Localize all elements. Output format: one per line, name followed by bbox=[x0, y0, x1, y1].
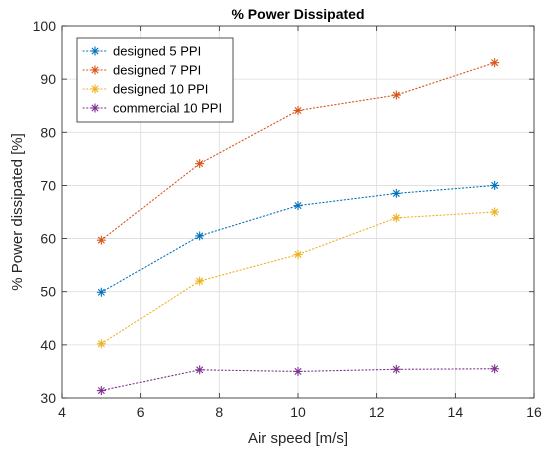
data-point bbox=[195, 159, 205, 169]
x-tick-label: 16 bbox=[526, 404, 542, 420]
legend-entry: designed 10 PPI bbox=[82, 82, 208, 97]
data-point bbox=[490, 180, 500, 190]
x-tick-label: 8 bbox=[215, 404, 223, 420]
data-point bbox=[293, 201, 303, 211]
legend-label: designed 10 PPI bbox=[113, 82, 208, 97]
x-tick-label: 10 bbox=[290, 404, 306, 420]
series-line bbox=[100, 62, 496, 241]
legend: designed 5 PPI designed 7 PPI designed 10 … bbox=[76, 37, 234, 123]
data-point bbox=[391, 364, 401, 374]
x-axis-label: Air speed [m/s] bbox=[248, 430, 348, 447]
x-tick-label: 4 bbox=[58, 404, 66, 420]
data-point bbox=[293, 366, 303, 376]
legend-entry: designed 7 PPI bbox=[82, 63, 201, 78]
data-point bbox=[195, 276, 205, 286]
y-tick-label: 100 bbox=[33, 18, 57, 34]
axis-ticks: 4 6 8 10 12 14 16 30 40 50 60 70 80 90 100 bbox=[33, 18, 542, 420]
data-point bbox=[391, 213, 401, 223]
data-point bbox=[391, 188, 401, 198]
series-1 bbox=[96, 180, 500, 297]
x-tick-label: 14 bbox=[448, 404, 464, 420]
grid bbox=[61, 25, 535, 399]
series-2 bbox=[96, 58, 500, 245]
series-3 bbox=[96, 207, 500, 349]
legend-label: designed 7 PPI bbox=[113, 63, 201, 78]
data-point bbox=[391, 90, 401, 100]
data-point bbox=[490, 364, 500, 374]
legend-marker bbox=[90, 65, 100, 75]
data-point bbox=[490, 58, 500, 68]
data-point bbox=[96, 339, 106, 349]
y-tick-label: 30 bbox=[40, 390, 56, 406]
y-tick-label: 50 bbox=[40, 284, 56, 300]
legend-marker bbox=[90, 103, 100, 113]
series-layer bbox=[96, 58, 500, 396]
series-4 bbox=[96, 364, 500, 396]
y-tick-label: 70 bbox=[40, 177, 56, 193]
y-tick-label: 60 bbox=[40, 231, 56, 247]
data-point bbox=[96, 386, 106, 396]
data-point bbox=[96, 235, 106, 245]
legend-entry: designed 5 PPI bbox=[82, 44, 201, 59]
legend-label: designed 5 PPI bbox=[113, 44, 201, 59]
legend-marker bbox=[90, 84, 100, 94]
data-point bbox=[195, 365, 205, 375]
legend-box bbox=[76, 37, 234, 123]
y-tick-label: 80 bbox=[40, 124, 56, 140]
x-tick-label: 6 bbox=[137, 404, 145, 420]
data-point bbox=[293, 105, 303, 115]
legend-marker bbox=[90, 46, 100, 56]
legend-entry: commercial 10 PPI bbox=[82, 101, 222, 116]
chart-title: % Power Dissipated bbox=[231, 6, 364, 22]
data-point bbox=[490, 207, 500, 217]
y-tick-label: 90 bbox=[40, 71, 56, 87]
series-line bbox=[100, 211, 496, 345]
data-point bbox=[293, 250, 303, 260]
y-axis-label: % Power dissipated [%] bbox=[9, 133, 26, 291]
legend-label: commercial 10 PPI bbox=[113, 101, 222, 116]
data-point bbox=[96, 287, 106, 297]
x-tick-label: 12 bbox=[369, 404, 385, 420]
data-point bbox=[195, 231, 205, 241]
y-tick-label: 40 bbox=[40, 337, 56, 353]
